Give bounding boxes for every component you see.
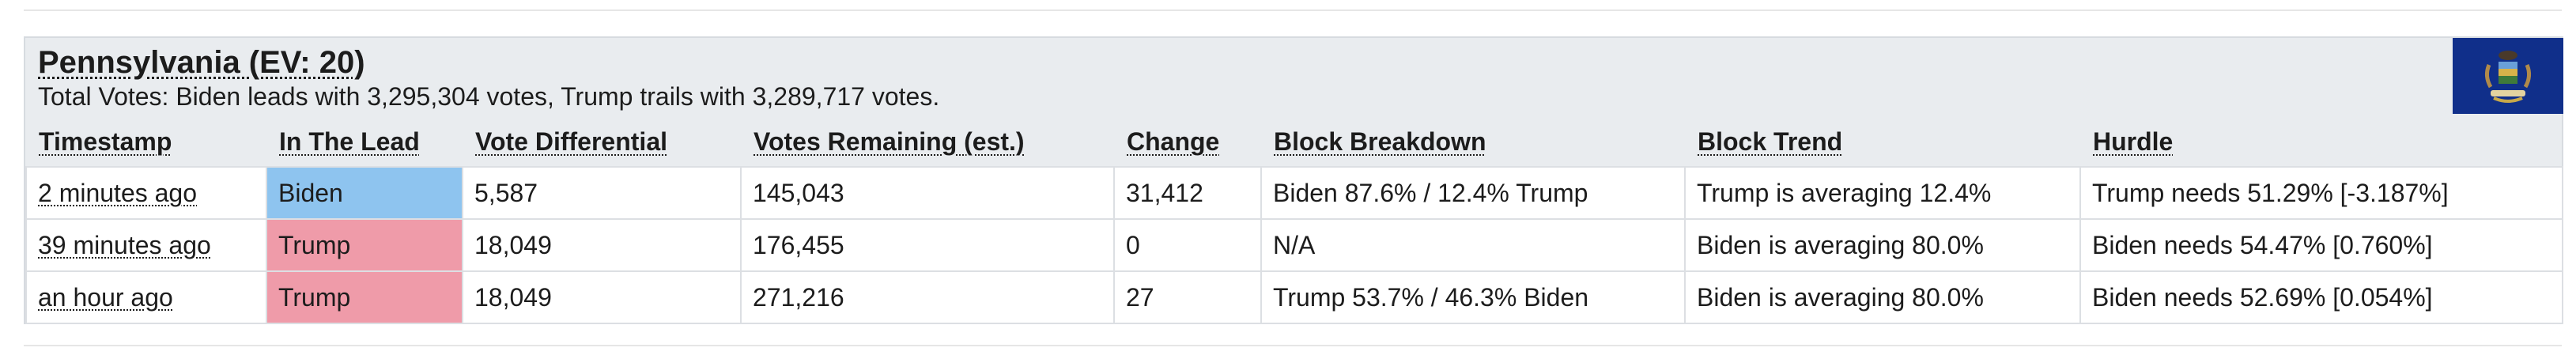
header-block-trend[interactable]: Block Trend (1698, 127, 1843, 156)
block-trend-cell: Trump is averaging 12.4% (1684, 166, 2081, 220)
table-row: 39 minutes ago Trump 18,049 176,455 0 N/… (25, 218, 2563, 272)
table-row: 2 minutes ago Biden 5,587 145,043 31,412… (25, 166, 2563, 220)
table-header-row: Timestamp In The Lead Vote Differential … (26, 117, 2563, 167)
table-row: an hour ago Trump 18,049 271,216 27 Trum… (25, 270, 2563, 324)
hurdle-cell: Trump needs 51.29% [-3.187%] (2079, 166, 2563, 220)
block-trend-cell: Biden is averaging 80.0% (1684, 218, 2081, 272)
vote-differential-cell: 18,049 (462, 218, 742, 272)
bottom-divider (24, 345, 2562, 346)
pennsylvania-flag-icon (2453, 38, 2563, 114)
votes-remaining-cell: 271,216 (740, 270, 1115, 324)
timestamp-cell[interactable]: 2 minutes ago (25, 166, 267, 220)
header-timestamp[interactable]: Timestamp (39, 127, 172, 156)
results-table: Timestamp In The Lead Vote Differential … (25, 117, 2563, 324)
timestamp-cell[interactable]: an hour ago (25, 270, 267, 324)
votes-remaining-cell: 145,043 (740, 166, 1115, 220)
change-cell: 27 (1113, 270, 1262, 324)
lead-cell: Trump (266, 218, 463, 272)
hurdle-cell: Biden needs 54.47% [0.760%] (2079, 218, 2563, 272)
timestamp-cell[interactable]: 39 minutes ago (25, 218, 267, 272)
hurdle-cell: Biden needs 52.69% [0.054%] (2079, 270, 2563, 324)
state-title[interactable]: Pennsylvania (EV: 20) (38, 45, 365, 80)
header-block-breakdown[interactable]: Block Breakdown (1274, 127, 1486, 156)
change-cell: 0 (1113, 218, 1262, 272)
change-cell: 31,412 (1113, 166, 1262, 220)
block-trend-cell: Biden is averaging 80.0% (1684, 270, 2081, 324)
top-divider (24, 9, 2562, 11)
votes-remaining-cell: 176,455 (740, 218, 1115, 272)
vote-differential-cell: 5,587 (462, 166, 742, 220)
block-breakdown-cell: N/A (1260, 218, 1686, 272)
header-change[interactable]: Change (1127, 127, 1220, 156)
header-hurdle[interactable]: Hurdle (2093, 127, 2174, 156)
lead-cell: Trump (266, 270, 463, 324)
header-votes-remaining[interactable]: Votes Remaining (est.) (754, 127, 1025, 156)
vote-differential-cell: 18,049 (462, 270, 742, 324)
lead-cell: Biden (266, 166, 463, 220)
header-vote-differential[interactable]: Vote Differential (475, 127, 667, 156)
total-votes-summary: Total Votes: Biden leads with 3,295,304 … (38, 82, 940, 111)
block-breakdown-cell: Biden 87.6% / 12.4% Trump (1260, 166, 1686, 220)
header-in-the-lead[interactable]: In The Lead (279, 127, 420, 156)
block-breakdown-cell: Trump 53.7% / 46.3% Biden (1260, 270, 1686, 324)
state-card: Pennsylvania (EV: 20) Total Votes: Biden… (24, 36, 2563, 324)
